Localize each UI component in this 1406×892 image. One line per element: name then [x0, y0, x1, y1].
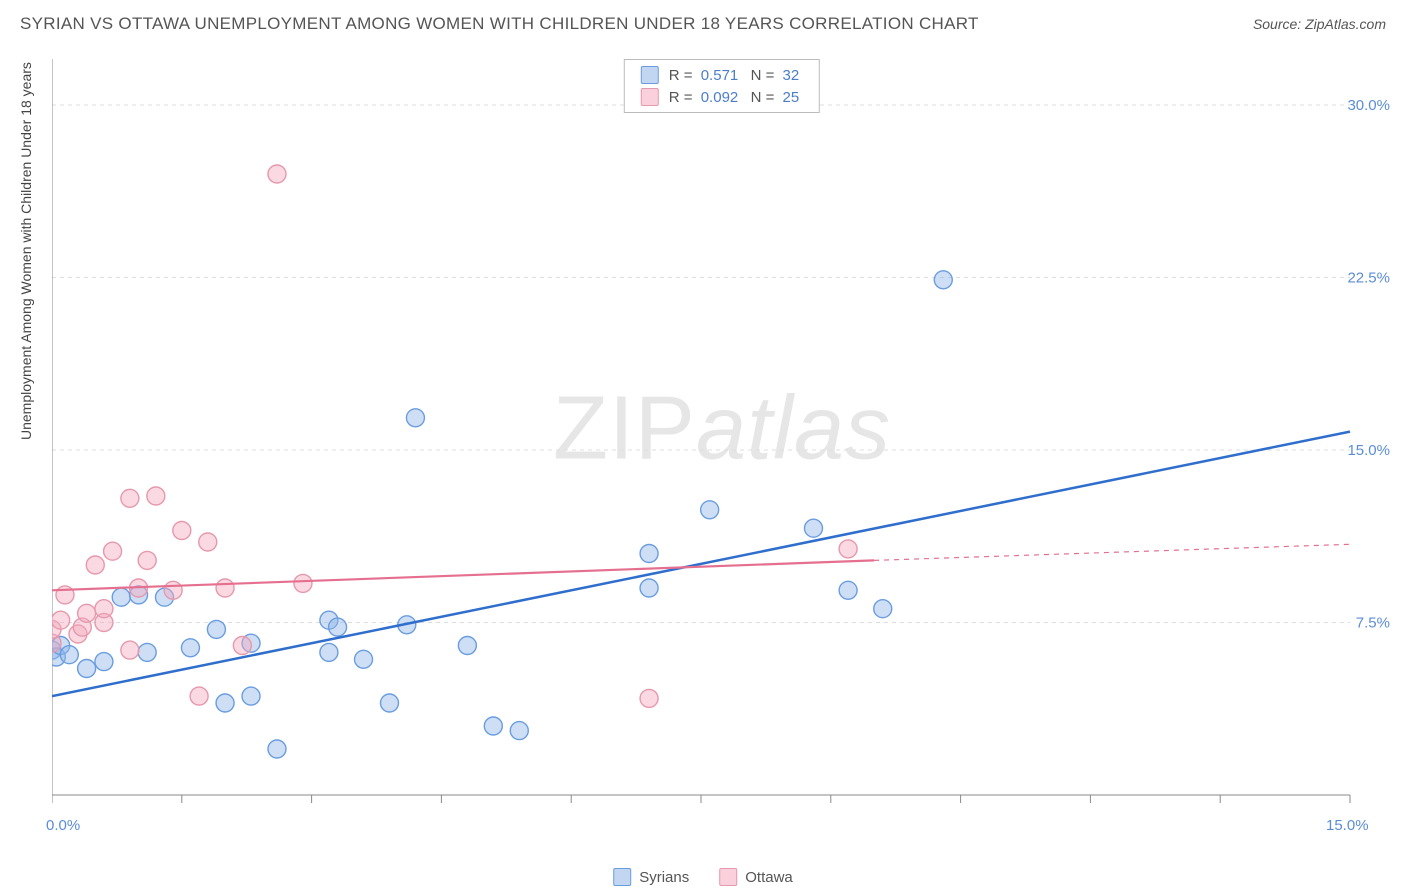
legend-swatch [641, 66, 659, 84]
legend-swatch [641, 88, 659, 106]
svg-text:30.0%: 30.0% [1347, 97, 1390, 114]
legend-item: Ottawa [719, 868, 793, 886]
stats-text: R = 0.092 N = 25 [669, 89, 803, 106]
chart-container: ZIPatlas 7.5%15.0%22.5%30.0% R = 0.571 N… [52, 55, 1392, 835]
legend-label: Syrians [639, 869, 689, 886]
stats-text: R = 0.571 N = 32 [669, 67, 803, 84]
bottom-legend: Syrians Ottawa [613, 868, 793, 886]
svg-text:22.5%: 22.5% [1347, 270, 1390, 287]
legend-swatch [613, 868, 631, 886]
legend-item: Syrians [613, 868, 689, 886]
stats-row: R = 0.571 N = 32 [641, 66, 803, 84]
legend-label: Ottawa [745, 869, 793, 886]
stats-row: R = 0.092 N = 25 [641, 88, 803, 106]
stats-box: R = 0.571 N = 32 R = 0.092 N = 25 [624, 59, 820, 113]
y-axis-label: Unemployment Among Women with Children U… [18, 62, 34, 440]
source-attribution: Source: ZipAtlas.com [1253, 16, 1386, 32]
scatter-plot: 7.5% 15.0% 22.5% 30.0% [52, 55, 1392, 835]
x-axis-max-label: 15.0% [1326, 817, 1369, 834]
svg-text:15.0%: 15.0% [1347, 442, 1390, 459]
svg-text:7.5%: 7.5% [1356, 615, 1390, 632]
x-axis-min-label: 0.0% [46, 817, 80, 834]
page-title: SYRIAN VS OTTAWA UNEMPLOYMENT AMONG WOME… [20, 14, 979, 34]
legend-swatch [719, 868, 737, 886]
